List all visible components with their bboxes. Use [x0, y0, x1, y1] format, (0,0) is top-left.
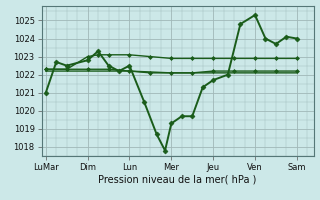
- X-axis label: Pression niveau de la mer( hPa ): Pression niveau de la mer( hPa ): [99, 175, 257, 185]
